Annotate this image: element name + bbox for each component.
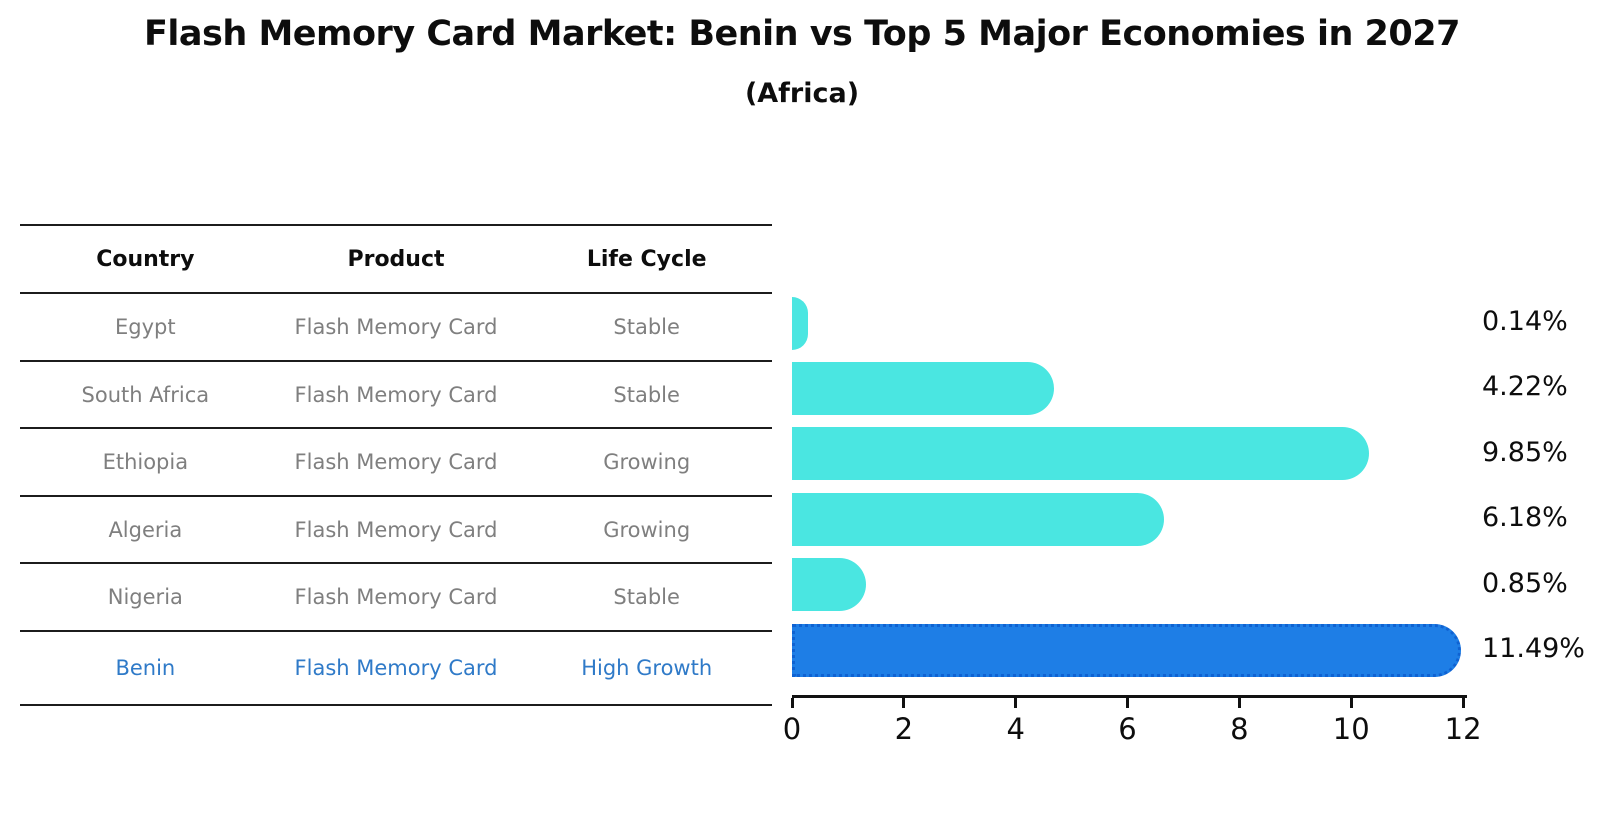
table-row: Nigeria Flash Memory Card Stable <box>20 562 772 630</box>
x-axis-tick-label: 12 <box>1444 712 1482 746</box>
bar-value-label: 0.14% <box>1482 306 1568 337</box>
x-axis-tick <box>1349 698 1353 708</box>
table-cell-country: South Africa <box>81 382 210 407</box>
table-cell-product: Flash Memory Card <box>294 656 498 680</box>
table-row: Benin Flash Memory Card High Growth <box>20 630 772 704</box>
table-cell-product: Flash Memory Card <box>294 315 498 339</box>
table-cell-country: Algeria <box>108 517 183 542</box>
x-axis-tick <box>1461 698 1465 708</box>
table-cell-country: Ethiopia <box>102 450 189 474</box>
x-axis-tick <box>1237 698 1241 708</box>
table-cell-life-cycle: Stable <box>613 382 680 407</box>
x-axis-tick-label: 4 <box>1006 712 1025 746</box>
x-axis-tick <box>790 698 794 708</box>
bar-value-label: 4.22% <box>1482 371 1568 403</box>
table-cell-life-cycle: Stable <box>613 585 680 609</box>
table-row: Algeria Flash Memory Card Growing <box>20 495 772 562</box>
chart-title: Flash Memory Card Market: Benin vs Top 5… <box>144 14 1460 54</box>
bar-value-label: 6.18% <box>1482 502 1568 534</box>
table-cell-life-cycle: High Growth <box>581 656 713 680</box>
x-axis-tick-label: 10 <box>1332 712 1370 746</box>
x-axis-tick-label: 8 <box>1230 712 1249 746</box>
table-cell-country: Benin <box>115 656 176 680</box>
bar-nigeria <box>792 558 866 612</box>
table-cell-country: Nigeria <box>107 585 183 609</box>
bar-ethiopia <box>792 427 1369 481</box>
table-row: Ethiopia Flash Memory Card Growing <box>20 427 772 495</box>
x-axis-tick <box>1014 698 1018 708</box>
table-row: South Africa Flash Memory Card Stable <box>20 360 772 427</box>
x-axis-tick-label: 6 <box>1118 712 1137 746</box>
x-axis-tick <box>902 698 906 708</box>
table-cell-life-cycle: Growing <box>603 450 691 474</box>
chart-subtitle: (Africa) <box>744 78 860 109</box>
table-cell-product: Flash Memory Card <box>294 585 498 609</box>
bar-value-label: 9.85% <box>1482 436 1568 468</box>
table-header-row: Country Product Life Cycle <box>20 224 772 292</box>
bar-south-africa <box>792 361 1054 415</box>
table-cell-product: Flash Memory Card <box>294 450 498 474</box>
table-cell-product: Flash Memory Card <box>294 382 498 407</box>
table-cell-country: Egypt <box>115 315 176 339</box>
bar-value-label: 11.49% <box>1482 633 1585 664</box>
x-axis-tick-label: 0 <box>782 712 802 746</box>
table-cell-product: Flash Memory Card <box>294 517 498 542</box>
table-header-cell: Country <box>96 246 195 272</box>
table-cell-life-cycle: Stable <box>613 315 680 339</box>
x-axis-tick-label: 2 <box>894 712 914 746</box>
table-cell-life-cycle: Growing <box>603 517 691 542</box>
bar-algeria <box>792 492 1164 546</box>
data-table: Country Product Life Cycle Egypt Flash Memor… <box>20 224 772 706</box>
table-row: Egypt Flash Memory Card Stable <box>20 292 772 360</box>
table-header-cell: Life Cycle <box>586 246 707 272</box>
bar-egypt <box>792 296 808 350</box>
table-header-cell: Product <box>347 246 445 272</box>
bar-value-label: 0.85% <box>1482 567 1568 599</box>
bar-benin <box>792 623 1461 677</box>
x-axis-line <box>792 695 1467 698</box>
x-axis-tick <box>1126 698 1130 708</box>
